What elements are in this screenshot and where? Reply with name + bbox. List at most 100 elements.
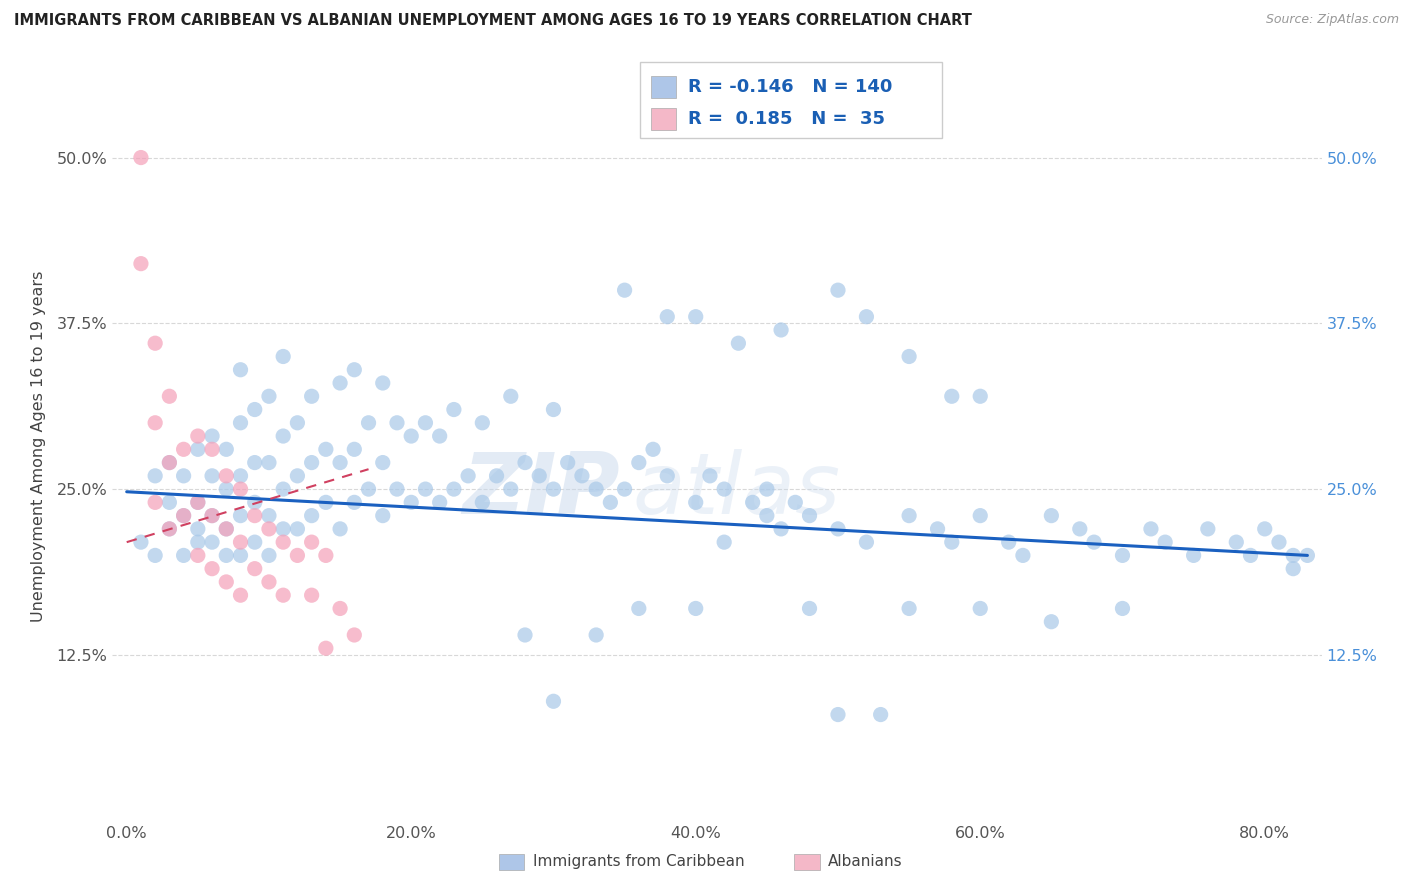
Point	[157, 456, 180, 470]
Point	[243, 508, 266, 523]
Point	[657, 468, 679, 483]
Point	[499, 389, 522, 403]
Point	[215, 522, 238, 536]
Point	[827, 707, 849, 722]
Text: R = -0.146   N = 140: R = -0.146 N = 140	[688, 78, 891, 95]
Point	[599, 495, 621, 509]
Point	[1140, 522, 1163, 536]
Point	[785, 495, 807, 509]
Point	[243, 535, 266, 549]
Point	[399, 495, 422, 509]
Point	[187, 495, 209, 509]
Point	[741, 495, 763, 509]
Point	[143, 416, 166, 430]
Point	[898, 350, 921, 364]
Point	[571, 468, 593, 483]
Point	[613, 482, 636, 496]
Point	[657, 310, 679, 324]
Point	[713, 535, 735, 549]
Point	[229, 363, 252, 377]
Point	[287, 468, 309, 483]
Point	[1069, 522, 1091, 536]
Point	[257, 574, 280, 589]
Point	[243, 562, 266, 576]
Point	[287, 522, 309, 536]
Point	[557, 456, 579, 470]
Point	[201, 535, 224, 549]
Point	[187, 495, 209, 509]
Point	[855, 535, 877, 549]
Point	[187, 522, 209, 536]
Point	[187, 549, 209, 563]
Point	[869, 707, 891, 722]
Point	[173, 468, 195, 483]
Point	[471, 495, 494, 509]
Point	[129, 151, 152, 165]
Point	[271, 522, 294, 536]
Point	[243, 402, 266, 417]
Point	[143, 468, 166, 483]
Point	[755, 508, 778, 523]
Point	[187, 535, 209, 549]
Point	[1197, 522, 1219, 536]
Point	[315, 442, 337, 457]
Point	[499, 482, 522, 496]
Point	[173, 508, 195, 523]
Point	[755, 482, 778, 496]
Point	[343, 442, 366, 457]
Y-axis label: Unemployment Among Ages 16 to 19 years: Unemployment Among Ages 16 to 19 years	[31, 270, 45, 622]
Point	[371, 508, 394, 523]
Point	[415, 416, 437, 430]
Point	[187, 442, 209, 457]
Point	[229, 482, 252, 496]
Point	[187, 429, 209, 443]
Point	[201, 468, 224, 483]
Point	[627, 456, 650, 470]
Point	[371, 456, 394, 470]
Point	[229, 535, 252, 549]
Point	[201, 562, 224, 576]
Point	[1040, 615, 1063, 629]
Point	[585, 628, 607, 642]
Point	[429, 495, 451, 509]
Point	[385, 416, 408, 430]
Point	[357, 482, 380, 496]
Point	[215, 468, 238, 483]
Point	[257, 549, 280, 563]
Point	[157, 389, 180, 403]
Point	[1083, 535, 1105, 549]
Point	[229, 588, 252, 602]
Point	[1111, 601, 1133, 615]
Text: ZIP: ZIP	[463, 450, 620, 533]
Point	[215, 482, 238, 496]
Point	[329, 376, 352, 390]
Point	[271, 535, 294, 549]
Point	[1268, 535, 1291, 549]
Point	[443, 482, 465, 496]
Point	[727, 336, 749, 351]
Point	[898, 601, 921, 615]
Point	[855, 310, 877, 324]
Text: Source: ZipAtlas.com: Source: ZipAtlas.com	[1265, 13, 1399, 27]
Point	[371, 376, 394, 390]
Point	[271, 588, 294, 602]
Point	[471, 416, 494, 430]
Point	[257, 522, 280, 536]
Text: atlas: atlas	[633, 450, 841, 533]
Point	[301, 535, 323, 549]
Point	[143, 549, 166, 563]
Point	[543, 402, 565, 417]
Point	[827, 522, 849, 536]
Point	[257, 389, 280, 403]
Point	[997, 535, 1019, 549]
Point	[1282, 549, 1305, 563]
Point	[143, 495, 166, 509]
Point	[713, 482, 735, 496]
Point	[329, 601, 352, 615]
Text: Immigrants from Caribbean: Immigrants from Caribbean	[533, 855, 745, 869]
Point	[543, 694, 565, 708]
Point	[201, 508, 224, 523]
Point	[343, 495, 366, 509]
Point	[329, 456, 352, 470]
Point	[770, 323, 793, 337]
